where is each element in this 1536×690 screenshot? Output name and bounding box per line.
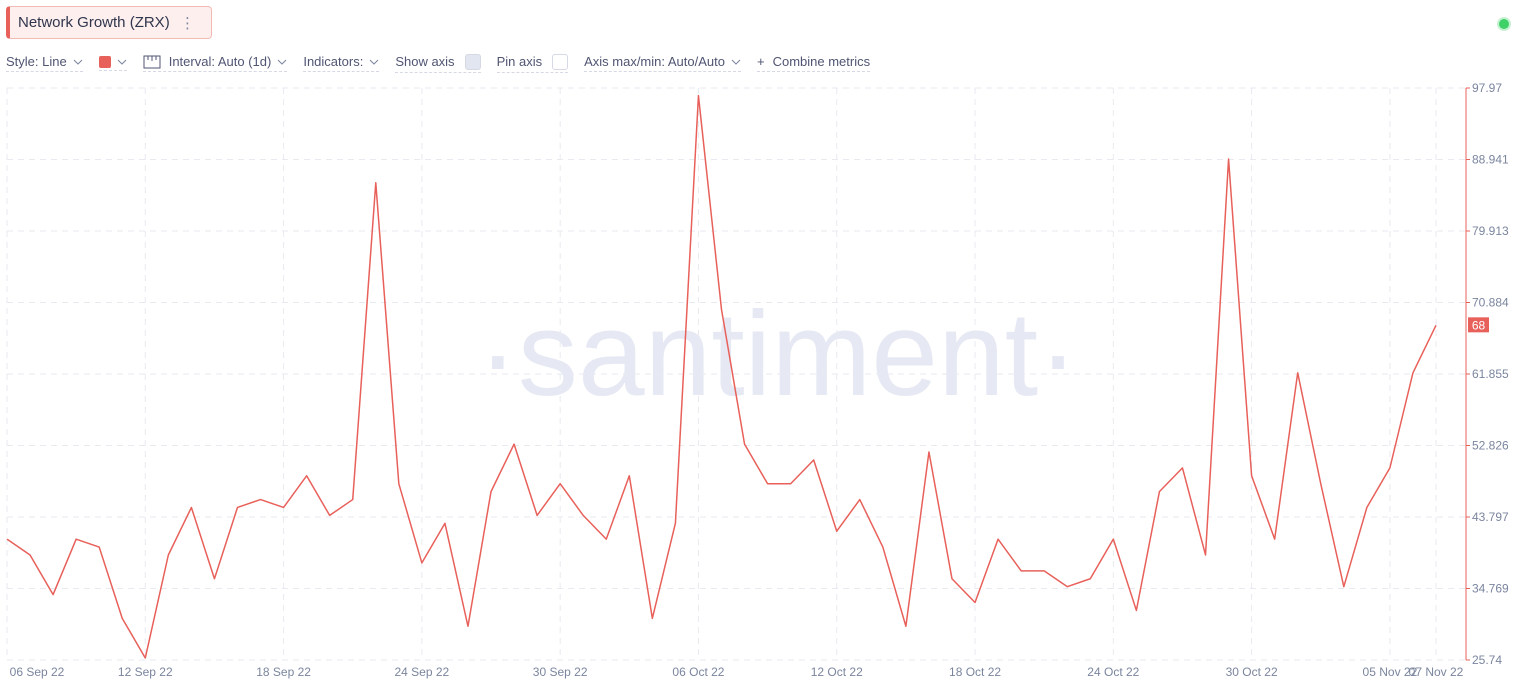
y-tick-label: 79.913 [1472,224,1509,238]
label: Show axis [395,54,455,69]
y-tick-label: 34.769 [1472,581,1509,595]
style-select[interactable]: Style: Line [6,54,83,72]
label: Interval: Auto (1d) [168,54,272,69]
checkbox[interactable] [464,53,481,70]
indicators-select[interactable]: Indicators: [303,54,380,72]
series-line [6,94,1437,659]
chevron [117,59,127,65]
x-tick-label: 18 Oct 22 [949,665,1001,679]
menu-icon[interactable]: ⋮ [180,14,195,32]
label: Axis max/min: Auto/Auto [584,54,725,69]
x-tick-label: 18 Sep 22 [256,665,311,679]
chevron [731,59,741,65]
x-tick-label: 07 Nov 22 [1409,665,1464,679]
y-tick-label: 97.97 [1472,81,1502,95]
color-swatch [98,55,111,68]
label: Combine metrics [772,54,871,69]
x-tick-label: 30 Sep 22 [533,665,588,679]
y-tick-label: 61.855 [1472,367,1509,381]
pin-axis-toggle[interactable]: Pin axis [496,53,569,73]
color-select[interactable] [98,55,127,71]
x-tick-label: 12 Sep 22 [118,665,173,679]
checkbox[interactable] [552,53,569,70]
chevron [277,59,287,65]
label: Pin axis [496,54,543,69]
last-value-label: 68 [1472,318,1486,332]
y-tick-label: 70.884 [1472,295,1509,309]
x-tick-label: 24 Oct 22 [1087,665,1139,679]
y-tick-label: 43.797 [1472,510,1509,524]
show-axis-toggle[interactable]: Show axis [395,53,481,73]
last-value-badge [1468,317,1489,333]
x-tick-label: 06 Oct 22 [672,665,724,679]
ruler-icon [143,55,161,68]
y-tick-label: 88.941 [1472,153,1509,167]
y-tick-label: 52.826 [1472,439,1509,453]
x-tick-label: 05 Nov 22 [1363,665,1418,679]
y-tick-label: 25.74 [1472,653,1502,667]
x-tick-label: 06 Sep 22 [10,665,65,679]
label: Style: Line [6,54,67,69]
toolbar: Style: Line Interval: Auto (1d) Indicato… [6,53,886,73]
x-tick-label: 24 Sep 22 [395,665,450,679]
metric-title: Network Growth (ZRX) [18,14,170,31]
metric-chip[interactable]: Network Growth (ZRX) ⋮ [6,6,212,39]
x-tick-label: 12 Oct 22 [811,665,863,679]
chevron [73,59,83,65]
plus-icon: + [757,54,765,69]
x-tick-label: 30 Oct 22 [1226,665,1278,679]
status-dot [1497,17,1511,31]
watermark: ·santiment· [478,287,1078,421]
interval-select[interactable]: Interval: Auto (1d) [142,54,288,72]
chevron [369,59,379,65]
combine-metrics[interactable]: + Combine metrics [757,54,871,72]
axis-maxmin-select[interactable]: Axis max/min: Auto/Auto [584,54,741,72]
label: Indicators: [303,54,364,69]
